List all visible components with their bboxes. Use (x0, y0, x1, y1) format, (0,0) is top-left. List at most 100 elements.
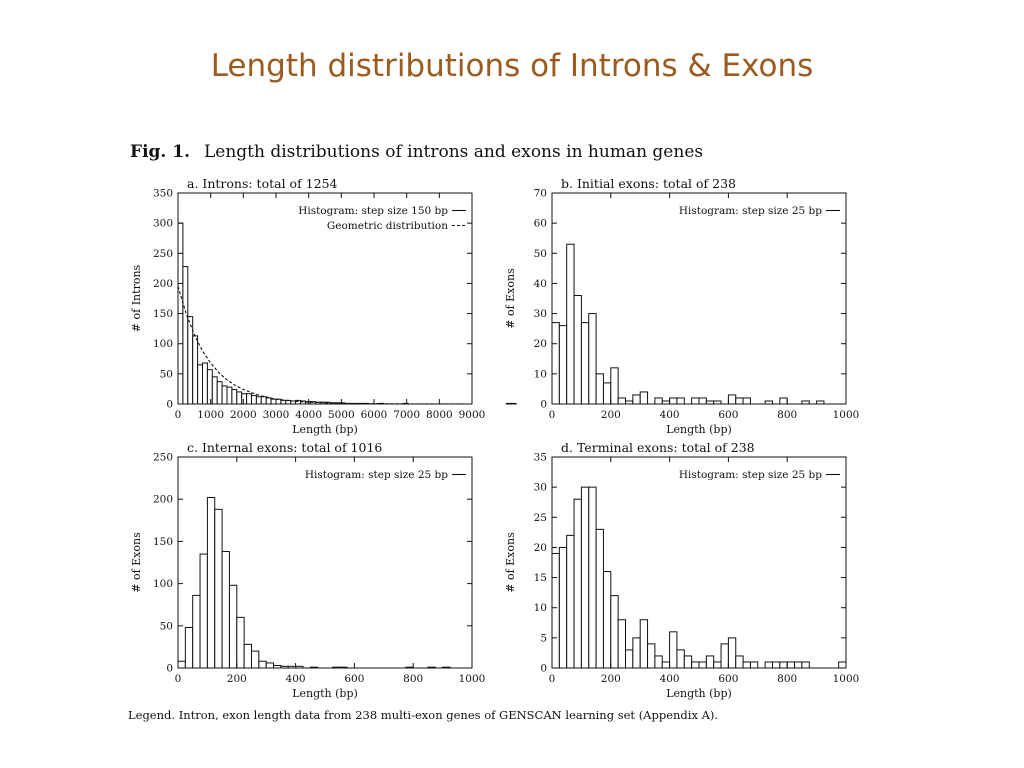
histogram-bar (654, 655, 663, 669)
histogram-bar (669, 631, 678, 669)
histogram-bar (801, 661, 810, 669)
y-tick-label: 0 (540, 663, 547, 675)
histogram-bar (243, 643, 252, 669)
histogram-bar (206, 497, 216, 669)
y-axis-label: # of Exons (504, 532, 517, 593)
histogram-bar (617, 619, 627, 669)
chart-panel-4: 0 200 400 600 800 1000 0 5 10 15 20 25 30 35 d. Termin… (504, 440, 859, 700)
histogram-bar (691, 397, 700, 405)
histogram-bar (610, 367, 619, 405)
y-tick-label: 300 (153, 218, 173, 230)
histogram-bar (221, 551, 230, 669)
figure-caption-text: Length distributions of introns and exon… (204, 142, 704, 162)
y-tick-label: 60 (534, 218, 547, 230)
chart-title: b. Initial exons: total of 238 (561, 176, 736, 191)
histogram-bar (265, 662, 275, 669)
y-tick-label: 70 (534, 188, 547, 200)
x-tick-label: 400 (660, 409, 680, 421)
figure-legend: Legend. Intron, exon length data from 23… (128, 708, 719, 722)
histogram-bar (251, 650, 260, 669)
histogram-bar (632, 394, 641, 405)
x-tick-label: 800 (777, 409, 797, 421)
histogram-bar (211, 376, 218, 405)
x-tick-label: 200 (601, 409, 621, 421)
histogram-bar (735, 397, 744, 405)
y-tick-label: 0 (166, 399, 173, 411)
y-tick-label: 50 (160, 620, 173, 632)
x-tick-label: 800 (403, 673, 423, 685)
y-tick-label: 35 (534, 452, 547, 464)
y-tick-label: 100 (153, 578, 173, 590)
y-tick-label: 25 (534, 512, 547, 524)
histogram-bar (558, 325, 568, 405)
histogram-bar (639, 619, 649, 669)
histogram-bar (214, 508, 223, 669)
histogram-bar (691, 661, 700, 669)
chart-title: d. Terminal exons: total of 238 (561, 440, 755, 455)
histogram-bar (698, 397, 707, 405)
histogram-bar (177, 660, 186, 669)
histogram-bar (588, 486, 597, 669)
histogram-bar (260, 396, 267, 405)
y-tick-label: 250 (153, 248, 173, 260)
x-tick-label: 400 (286, 673, 306, 685)
legend-label: Histogram: step size 150 bp (298, 205, 448, 217)
histogram-bar (566, 534, 575, 669)
chart-panel-2: 0 200 400 600 800 1000 0 10 20 30 40 50 60 70 b. Initi… (504, 176, 859, 436)
histogram-bar (772, 661, 781, 669)
x-tick-label: 3000 (263, 409, 290, 421)
histogram-bar (647, 643, 656, 669)
x-tick-label: 1000 (833, 673, 860, 685)
x-tick-label: 600 (718, 673, 738, 685)
histogram-bar (202, 362, 208, 405)
histogram-bar (639, 391, 649, 405)
histogram-bar (199, 553, 208, 669)
histogram-bar (654, 397, 663, 405)
plot-frame (551, 192, 847, 405)
x-tick-label: 1000 (459, 673, 486, 685)
histogram-bar (749, 661, 759, 669)
x-tick-label: 0 (549, 409, 556, 421)
histogram-bar (595, 373, 604, 405)
histogram-bar (683, 655, 693, 669)
y-tick-label: 10 (534, 368, 547, 380)
histogram-bar (720, 643, 729, 669)
histogram-bar (632, 637, 641, 669)
histogram-bar (727, 394, 737, 405)
histogram-bar (558, 546, 568, 669)
histogram-bar (551, 322, 560, 405)
y-tick-label: 150 (153, 536, 173, 548)
histogram-bar (226, 386, 233, 405)
y-tick-label: 30 (534, 308, 547, 320)
histogram-bar (566, 243, 575, 405)
x-tick-label: 1000 (833, 409, 860, 421)
y-tick-label: 200 (153, 494, 173, 506)
histogram-bar (246, 393, 253, 405)
histogram-bar (258, 660, 267, 669)
x-axis-label: Length (bp) (666, 423, 732, 436)
histogram-bar (602, 571, 612, 669)
legend-label: Histogram: step size 25 bp (679, 205, 822, 217)
y-tick-label: 40 (534, 278, 547, 290)
y-tick-label: 350 (153, 188, 173, 200)
histogram-bar (602, 382, 612, 405)
histogram-bar (184, 626, 194, 669)
figure-caption: Fig. 1. Length distributions of introns a… (130, 142, 703, 162)
y-tick-label: 15 (534, 572, 547, 584)
x-tick-label: 0 (175, 409, 182, 421)
y-axis-label: # of Exons (130, 532, 143, 593)
x-tick-label: 5000 (328, 409, 355, 421)
y-tick-label: 150 (153, 308, 173, 320)
y-tick-label: 0 (540, 399, 547, 411)
y-axis-label: # of Introns (130, 264, 143, 332)
histogram-bar (236, 391, 243, 405)
histogram-bar (280, 399, 287, 405)
x-tick-label: 0 (549, 673, 556, 685)
histogram-bar (573, 498, 582, 669)
histogram-bar (228, 584, 238, 669)
histogram-bar (580, 486, 590, 669)
legend-label: Histogram: step size 25 bp (679, 469, 822, 481)
x-tick-label: 8000 (426, 409, 453, 421)
x-tick-label: 7000 (393, 409, 420, 421)
